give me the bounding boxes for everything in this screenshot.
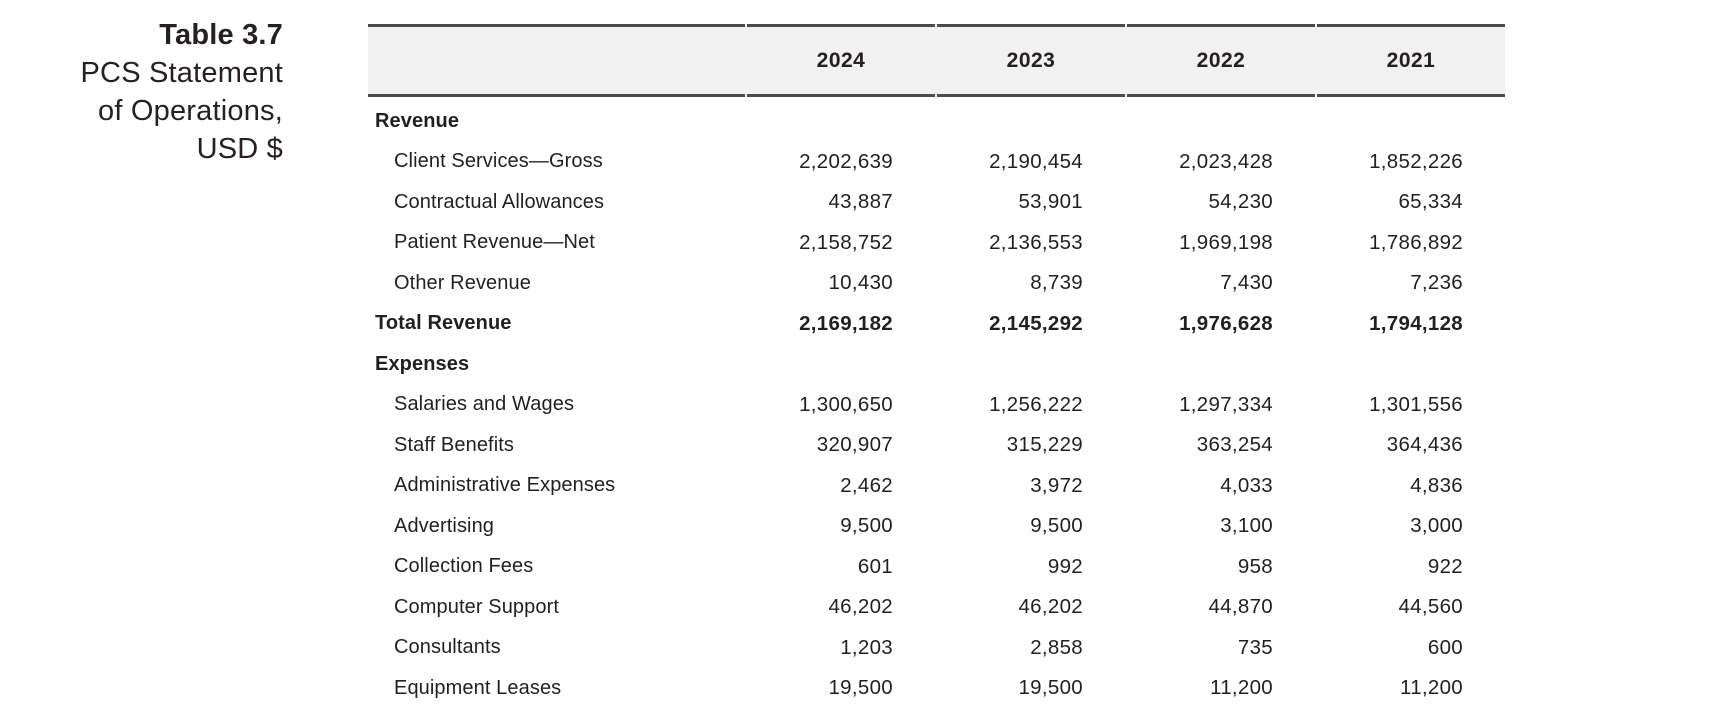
row-value: 53,901 xyxy=(1018,190,1083,214)
row-value: 2,190,454 xyxy=(989,149,1083,173)
row-value: 46,202 xyxy=(828,595,893,619)
row-value: 2,136,553 xyxy=(989,230,1083,254)
row-value: 44,560 xyxy=(1398,595,1463,619)
table-caption-line: of Operations, xyxy=(98,95,283,127)
row-value: 65,334 xyxy=(1398,190,1463,214)
column-header-empty xyxy=(368,24,745,97)
table-row: Salaries and Wages 1,300,650 1,256,222 1,29… xyxy=(368,385,1505,426)
row-label: Patient Revenue—Net xyxy=(394,231,595,254)
table-header-row: 2024 2023 2022 2021 xyxy=(368,24,1505,97)
row-value: 364,436 xyxy=(1386,433,1463,457)
row-label: Client Services—Gross xyxy=(394,150,603,173)
row-value: 46,202 xyxy=(1018,595,1083,619)
row-label: Other Revenue xyxy=(394,271,531,294)
row-value: 1,300,650 xyxy=(799,392,893,416)
row-value: 54,230 xyxy=(1208,190,1273,214)
row-value: 9,500 xyxy=(1030,514,1083,538)
table-row: Patient Revenue—Net 2,158,752 2,136,553 1,9… xyxy=(368,223,1505,264)
row-value: 7,430 xyxy=(1220,271,1273,295)
row-value: 2,169,182 xyxy=(799,311,893,335)
table-row: Administrative Expenses 2,462 3,972 4,033 4,… xyxy=(368,466,1505,507)
table-caption: Table 3.7 PCS Statement of Operations, U… xyxy=(0,16,283,168)
table-body: Revenue Client Services—Gross 2,202,639 2,1… xyxy=(368,97,1505,709)
row-value: 315,229 xyxy=(1006,433,1083,457)
table-row: Expenses xyxy=(368,344,1505,385)
row-value: 1,256,222 xyxy=(989,392,1083,416)
table-caption-title: Table 3.7 xyxy=(159,19,283,51)
row-value: 8,739 xyxy=(1030,271,1083,295)
row-value: 2,858 xyxy=(1030,635,1083,659)
row-label: Staff Benefits xyxy=(394,433,514,456)
table-caption-line: USD $ xyxy=(196,133,283,165)
row-label: Advertising xyxy=(394,514,495,537)
table-row: Revenue xyxy=(368,101,1505,142)
table-row: Total Revenue 2,169,182 2,145,292 1,976,628… xyxy=(368,304,1505,345)
row-value: 992 xyxy=(1047,554,1083,578)
row-value: 2,462 xyxy=(840,473,893,497)
row-value: 10,430 xyxy=(828,271,893,295)
row-value: 1,301,556 xyxy=(1369,392,1463,416)
row-value: 320,907 xyxy=(816,433,893,457)
row-value: 1,297,334 xyxy=(1179,392,1273,416)
row-value: 2,023,428 xyxy=(1179,149,1273,173)
table-row: Client Services—Gross 2,202,639 2,190,454 2… xyxy=(368,142,1505,183)
row-label: Collection Fees xyxy=(394,555,534,578)
row-value: 4,836 xyxy=(1410,473,1463,497)
row-value: 2,202,639 xyxy=(799,149,893,173)
table-row: Consultants 1,203 2,858 735 600 xyxy=(368,628,1505,669)
table-row: Equipment Leases 19,500 19,500 11,200 11,200 xyxy=(368,668,1505,709)
row-value: 3,972 xyxy=(1030,473,1083,497)
row-label: Equipment Leases xyxy=(394,676,562,699)
row-label: Total Revenue xyxy=(375,312,512,335)
row-value: 1,852,226 xyxy=(1369,149,1463,173)
row-value: 9,500 xyxy=(840,514,893,538)
row-value: 2,158,752 xyxy=(799,230,893,254)
row-label: Revenue xyxy=(375,109,460,132)
row-value: 19,500 xyxy=(828,676,893,700)
row-value: 7,236 xyxy=(1410,271,1463,295)
row-value: 19,500 xyxy=(1018,676,1083,700)
column-header-2021: 2021 xyxy=(1317,24,1505,97)
row-value: 44,870 xyxy=(1208,595,1273,619)
row-value: 600 xyxy=(1427,635,1463,659)
table-caption-line: PCS Statement xyxy=(80,57,283,89)
table-row: Staff Benefits 320,907 315,229 363,254 364,4… xyxy=(368,425,1505,466)
row-value: 1,969,198 xyxy=(1179,230,1273,254)
table-row: Advertising 9,500 9,500 3,100 3,000 xyxy=(368,506,1505,547)
row-value: 3,000 xyxy=(1410,514,1463,538)
row-label: Administrative Expenses xyxy=(394,474,616,497)
row-label: Computer Support xyxy=(394,595,560,618)
row-value: 1,203 xyxy=(840,635,893,659)
row-value: 2,145,292 xyxy=(989,311,1083,335)
row-value: 43,887 xyxy=(828,190,893,214)
row-value: 4,033 xyxy=(1220,473,1273,497)
row-label: Consultants xyxy=(394,636,501,659)
row-label: Expenses xyxy=(375,352,470,375)
row-value: 1,794,128 xyxy=(1369,311,1463,335)
table-row: Other Revenue 10,430 8,739 7,430 7,236 xyxy=(368,263,1505,304)
row-label: Salaries and Wages xyxy=(394,393,575,416)
row-value: 363,254 xyxy=(1196,433,1273,457)
table-row: Contractual Allowances 43,887 53,901 54,230… xyxy=(368,182,1505,223)
row-value: 3,100 xyxy=(1220,514,1273,538)
column-header-2024: 2024 xyxy=(747,24,935,97)
row-value: 735 xyxy=(1237,635,1273,659)
row-value: 601 xyxy=(857,554,893,578)
row-value: 922 xyxy=(1427,554,1463,578)
row-label: Contractual Allowances xyxy=(394,190,605,213)
operations-table: 2024 2023 2022 2021 Revenue Client Servic… xyxy=(368,24,1505,709)
row-value: 1,976,628 xyxy=(1179,311,1273,335)
table-row: Computer Support 46,202 46,202 44,870 44,560 xyxy=(368,587,1505,628)
column-header-2022: 2022 xyxy=(1127,24,1315,97)
column-header-2023: 2023 xyxy=(937,24,1125,97)
row-value: 11,200 xyxy=(1210,676,1273,700)
row-value: 11,200 xyxy=(1400,676,1463,700)
row-value: 958 xyxy=(1237,554,1273,578)
table-row: Collection Fees 601 992 958 922 xyxy=(368,547,1505,588)
row-value: 1,786,892 xyxy=(1369,230,1463,254)
